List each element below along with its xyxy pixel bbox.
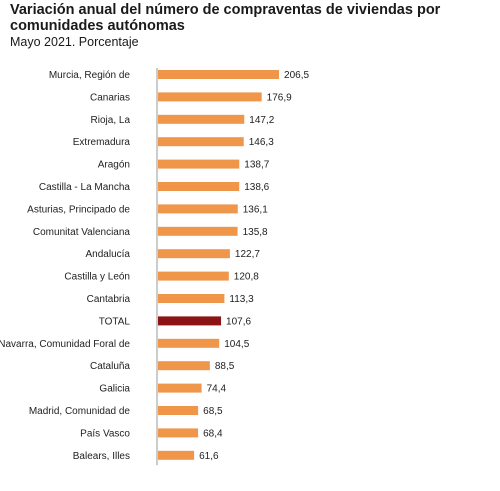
value-label: 136,1 [243, 204, 268, 215]
value-label: 107,6 [226, 316, 251, 327]
value-label: 113,3 [229, 294, 254, 305]
bar [158, 338, 220, 348]
category-label: Murcia, Región de [49, 70, 131, 81]
bar [158, 428, 199, 438]
bar [158, 70, 280, 79]
category-label: Cantabria [87, 294, 131, 305]
bar [158, 406, 199, 415]
value-label: 120,8 [234, 272, 259, 283]
bar [158, 137, 244, 147]
value-label: 122,7 [235, 249, 260, 260]
chart-subtitle: Mayo 2021. Porcentaje [10, 35, 139, 49]
bar-total [158, 316, 222, 326]
value-label: 135,8 [243, 227, 268, 238]
value-label: 61,6 [199, 451, 219, 462]
category-label: País Vasco [80, 428, 130, 439]
value-label: 74,4 [207, 384, 227, 395]
category-label: Canarias [90, 92, 130, 103]
bar [158, 226, 238, 236]
category-label: Balears, Illes [73, 451, 130, 462]
category-label: Rioja, La [91, 115, 131, 126]
bar [158, 92, 262, 102]
category-label: Madrid, Comunidad de [29, 406, 131, 417]
value-label: 138,7 [244, 160, 269, 171]
category-label: Galicia [99, 384, 130, 395]
bar [158, 450, 195, 460]
category-label: Extremadura [73, 137, 131, 148]
value-label: 138,6 [244, 182, 269, 193]
category-label: Comunitat Valenciana [33, 227, 131, 238]
category-label: TOTAL [99, 316, 131, 327]
bar [158, 361, 210, 371]
category-label: Cataluña [90, 361, 130, 372]
category-label: Aragón [98, 160, 130, 171]
value-label: 176,9 [267, 92, 292, 103]
category-label: Asturias, Principado de [27, 204, 130, 215]
bar [158, 159, 240, 169]
bar [158, 294, 225, 303]
value-label: 68,5 [203, 406, 223, 417]
value-label: 104,5 [224, 339, 249, 350]
category-label: Navarra, Comunidad Foral de [0, 339, 130, 350]
chart-title: Variación anual del número de compravent… [10, 2, 441, 34]
bar [158, 249, 230, 259]
category-label: Castilla y León [64, 272, 130, 283]
value-label: 147,2 [249, 115, 274, 126]
bar [158, 271, 229, 281]
value-label: 68,4 [203, 428, 223, 439]
bar [158, 114, 245, 124]
value-label: 206,5 [284, 70, 309, 81]
category-label: Castilla - La Mancha [39, 182, 131, 193]
value-label: 146,3 [249, 137, 274, 148]
value-label: 88,5 [215, 361, 235, 372]
bar [158, 204, 238, 214]
bar [158, 383, 202, 393]
category-label: Andalucía [86, 249, 131, 260]
bar [158, 182, 240, 191]
